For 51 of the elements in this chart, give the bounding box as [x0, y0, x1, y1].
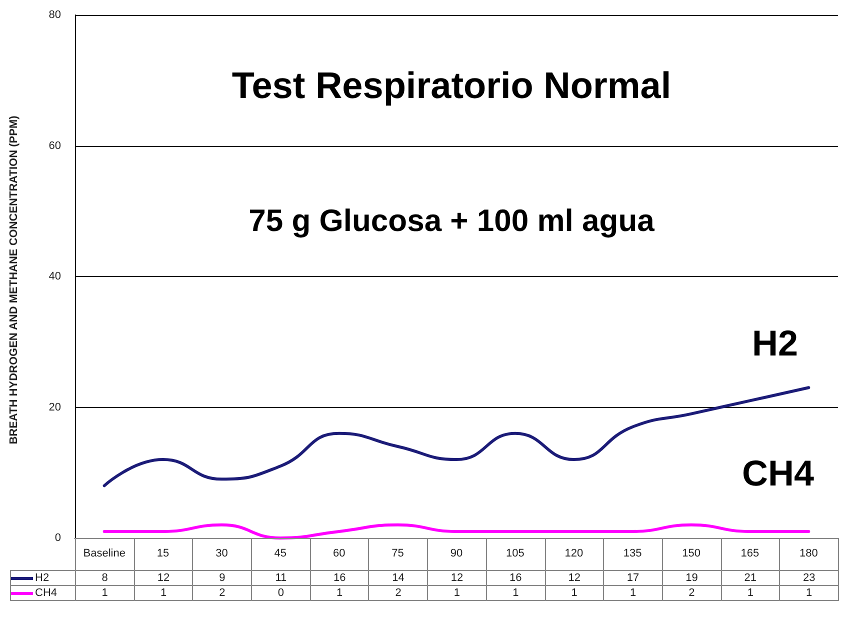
x-tick-label: 165 [740, 548, 760, 560]
y-axis-title: BREATH HYDROGEN AND METHANE CONCENTRATION (PPM) [8, 116, 20, 444]
y-tick-label: 20 [48, 401, 61, 414]
data-label: 19 [662, 570, 722, 586]
y-tick-label: 40 [48, 270, 61, 282]
x-tick-label: 120 [564, 548, 584, 560]
data-label: 16 [310, 570, 369, 586]
text: 75 g Glucosa + 100 ml agua [248, 203, 656, 238]
data-label: 1 [545, 586, 604, 600]
x-tick-label: 45 [274, 548, 287, 560]
y-tick-label: 80 [48, 9, 61, 21]
data-label: 1 [780, 586, 838, 600]
data-label: 12 [134, 570, 193, 586]
data-label: 1 [486, 586, 545, 600]
data-label: 12 [428, 570, 486, 586]
data-label: 2 [368, 586, 428, 600]
data-label: 1 [76, 586, 134, 600]
text: Test Respiratorio Normal [232, 65, 672, 106]
x-tick-label: Baseline [83, 548, 126, 560]
data-label: 0 [252, 586, 310, 600]
text: H2 [752, 322, 798, 364]
data-label: 1 [428, 586, 486, 600]
data-label: 11 [252, 570, 310, 586]
data-label: 16 [486, 570, 545, 586]
data-label: 1 [134, 586, 193, 600]
data-label: 1 [310, 586, 369, 600]
x-tick-label: 90 [450, 548, 463, 560]
data-label: 1 [721, 586, 780, 600]
data-label: 12 [545, 570, 604, 586]
legend-label: H2 [35, 572, 50, 584]
data-label: 23 [780, 570, 838, 586]
data-label: 17 [604, 570, 662, 586]
y-tick-label: 0 [54, 532, 61, 544]
data-label: 8 [76, 570, 134, 586]
data-label: 21 [721, 570, 780, 586]
x-tick-label: 30 [216, 548, 228, 560]
x-tick-label: 60 [332, 548, 346, 560]
data-label: 1 [604, 586, 662, 600]
x-tick-label: 180 [799, 548, 818, 560]
data-label: 9 [192, 570, 252, 586]
data-label: 2 [662, 586, 722, 600]
x-tick-label: 135 [623, 548, 642, 560]
legend-label: CH4 [35, 587, 58, 599]
data-label: 14 [368, 570, 428, 586]
x-tick-label: 15 [156, 548, 170, 560]
text: CH4 [742, 452, 814, 494]
y-tick-label: 60 [48, 140, 61, 152]
x-tick-label: 150 [682, 548, 700, 560]
data-label: 2 [192, 586, 252, 600]
x-tick-label: 105 [506, 548, 524, 560]
x-tick-label: 75 [392, 548, 404, 560]
